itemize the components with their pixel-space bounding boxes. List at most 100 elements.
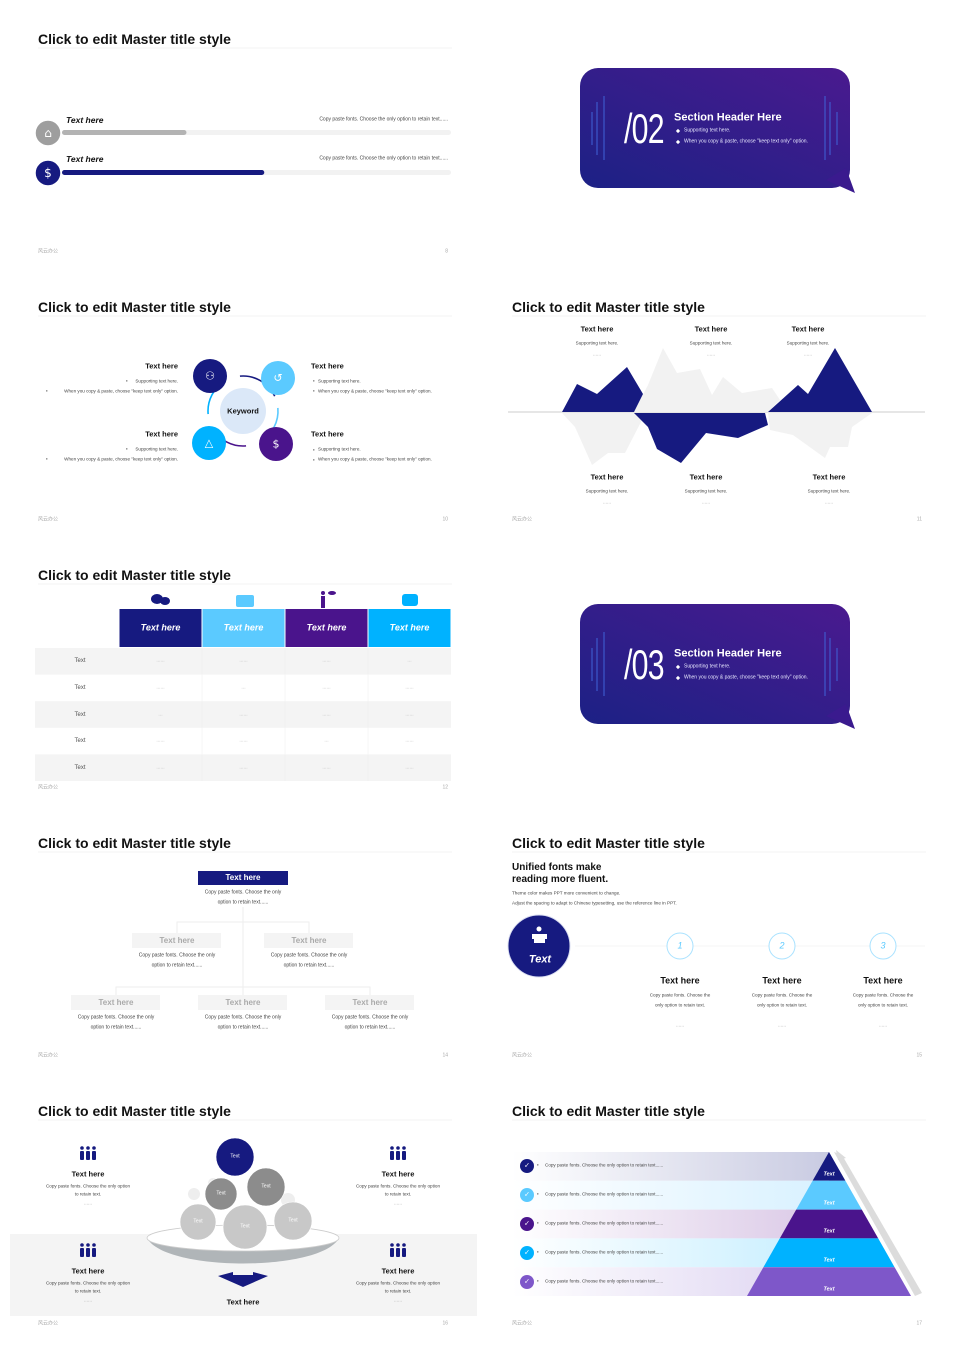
step-number-circle (666, 932, 694, 960)
row-label: Text (74, 738, 86, 745)
cycle-node (192, 426, 226, 460)
table-header-cell (202, 609, 285, 647)
icon-circle (34, 159, 62, 187)
item-heading: Text here (145, 361, 178, 371)
table-cell: ...... (239, 657, 248, 664)
bullet-dot: • (46, 388, 48, 394)
item-heading: Text here (145, 429, 178, 439)
item-text: Copy paste fonts. Choose the only option… (545, 1191, 664, 1197)
people-group-icon (396, 1151, 400, 1160)
badge-label: Text (528, 953, 552, 966)
level2-label: Text here (291, 936, 327, 945)
column-header: Text here (223, 622, 264, 633)
table-header-cell (368, 609, 451, 647)
ball-label: Text (230, 1153, 240, 1160)
card-dots: ...... (393, 1297, 403, 1304)
section-number: /02 (624, 105, 665, 152)
footer-brand: 风云办公 (38, 248, 59, 255)
table-cell: ...... (156, 684, 165, 691)
people-group-icon (80, 1248, 84, 1257)
speaker-person-icon (328, 591, 336, 595)
level2-box (264, 933, 353, 948)
home-icon: ⌂ (44, 126, 52, 140)
desk-icon (536, 926, 542, 932)
ball (204, 1177, 238, 1211)
table-row (35, 648, 451, 675)
check-circle (520, 1275, 534, 1289)
pyramid-level (796, 1180, 862, 1210)
section-bullet: When you copy & paste, choose "keep text… (684, 674, 808, 681)
pyramid-level (763, 1238, 895, 1268)
card-dots: ...... (83, 1200, 93, 1207)
item-label: Text here (66, 153, 104, 164)
slide-title: Click to edit Master title style (38, 31, 231, 47)
footer-brand: 风云办公 (512, 1052, 533, 1059)
step-number: 3 (880, 940, 886, 951)
row-label: Text (74, 684, 86, 691)
people-group-icon (402, 1151, 406, 1160)
people-group-icon (92, 1146, 96, 1150)
people-group-icon (390, 1151, 394, 1160)
peak-dots: ...... (803, 351, 813, 358)
page-number: 12 (442, 784, 448, 791)
peak-subtext: Supporting text here. (575, 340, 619, 346)
table-row (35, 701, 451, 728)
people-group-icon (402, 1248, 406, 1257)
peak-subtext: Supporting text here. (689, 340, 733, 346)
section-heading: Section Header Here (674, 647, 782, 660)
trophy-icon (402, 594, 418, 606)
connector (176, 921, 310, 933)
level3-desc: Copy paste fonts. Choose the only (331, 1014, 409, 1021)
bubble-tail (826, 704, 855, 729)
level2-desc: Copy paste fonts. Choose the only (270, 952, 348, 959)
bullet-dot: • (313, 388, 315, 394)
connector (115, 986, 371, 995)
ball (273, 1201, 313, 1241)
gradient-band (512, 1180, 829, 1210)
pyramid-level-label: Text (823, 1257, 835, 1264)
table-cell: ...... (239, 764, 248, 771)
page-number: 8 (445, 248, 448, 255)
table-cell: ...... (156, 737, 165, 744)
people-group-icon (86, 1151, 90, 1160)
table-cell: ...... (405, 711, 414, 717)
ball-label: Text (193, 1218, 203, 1225)
item-text: Copy paste fonts. Choose the only option… (545, 1278, 664, 1284)
arrow-down-icon (218, 1272, 268, 1287)
people-group-icon (92, 1248, 96, 1257)
heading-line: Unified fonts make (512, 862, 602, 873)
section-bullet: Supporting text here. (684, 127, 731, 134)
level3-desc: option to retain text...... (217, 1024, 269, 1031)
ball (179, 1203, 217, 1241)
item-description: Copy paste fonts. Choose the only option… (319, 155, 448, 162)
slide-title: Click to edit Master title style (512, 835, 705, 851)
mountain-navy-reflection (634, 413, 768, 463)
level3-label: Text here (225, 998, 261, 1007)
bullet-dot: • (537, 1278, 539, 1284)
mountain-reflection (562, 413, 642, 465)
card-desc: Copy paste fonts. Choose the only option (45, 1280, 131, 1286)
section-number: /03 (624, 641, 665, 688)
table-header-cell (119, 609, 202, 647)
table-cell: ...... (156, 764, 165, 771)
slide-title: Click to edit Master title style (38, 299, 231, 315)
people-group-icon (92, 1151, 96, 1160)
footer-brand: 风云办公 (512, 516, 533, 523)
step-heading: Text here (762, 975, 802, 986)
root-label: Text here (225, 873, 261, 882)
icon-circle (34, 119, 62, 147)
check-circle (520, 1246, 534, 1260)
row-label: Text (74, 711, 86, 718)
money-icon: $ (44, 166, 52, 180)
valley-heading: Text here (812, 472, 846, 482)
valley-subtext: Supporting text here. (807, 488, 851, 494)
valley-dots: ...... (701, 499, 711, 506)
mountain-navy (562, 367, 643, 412)
footer-brand: 风云办公 (38, 1320, 59, 1327)
item-bullet: When you copy & paste, choose "keep text… (318, 388, 432, 394)
ball-label: Text (216, 1190, 226, 1197)
footer-brand: 风云办公 (512, 1320, 533, 1327)
bullet-dot: • (126, 446, 128, 452)
level2-desc: option to retain text...... (283, 962, 335, 969)
